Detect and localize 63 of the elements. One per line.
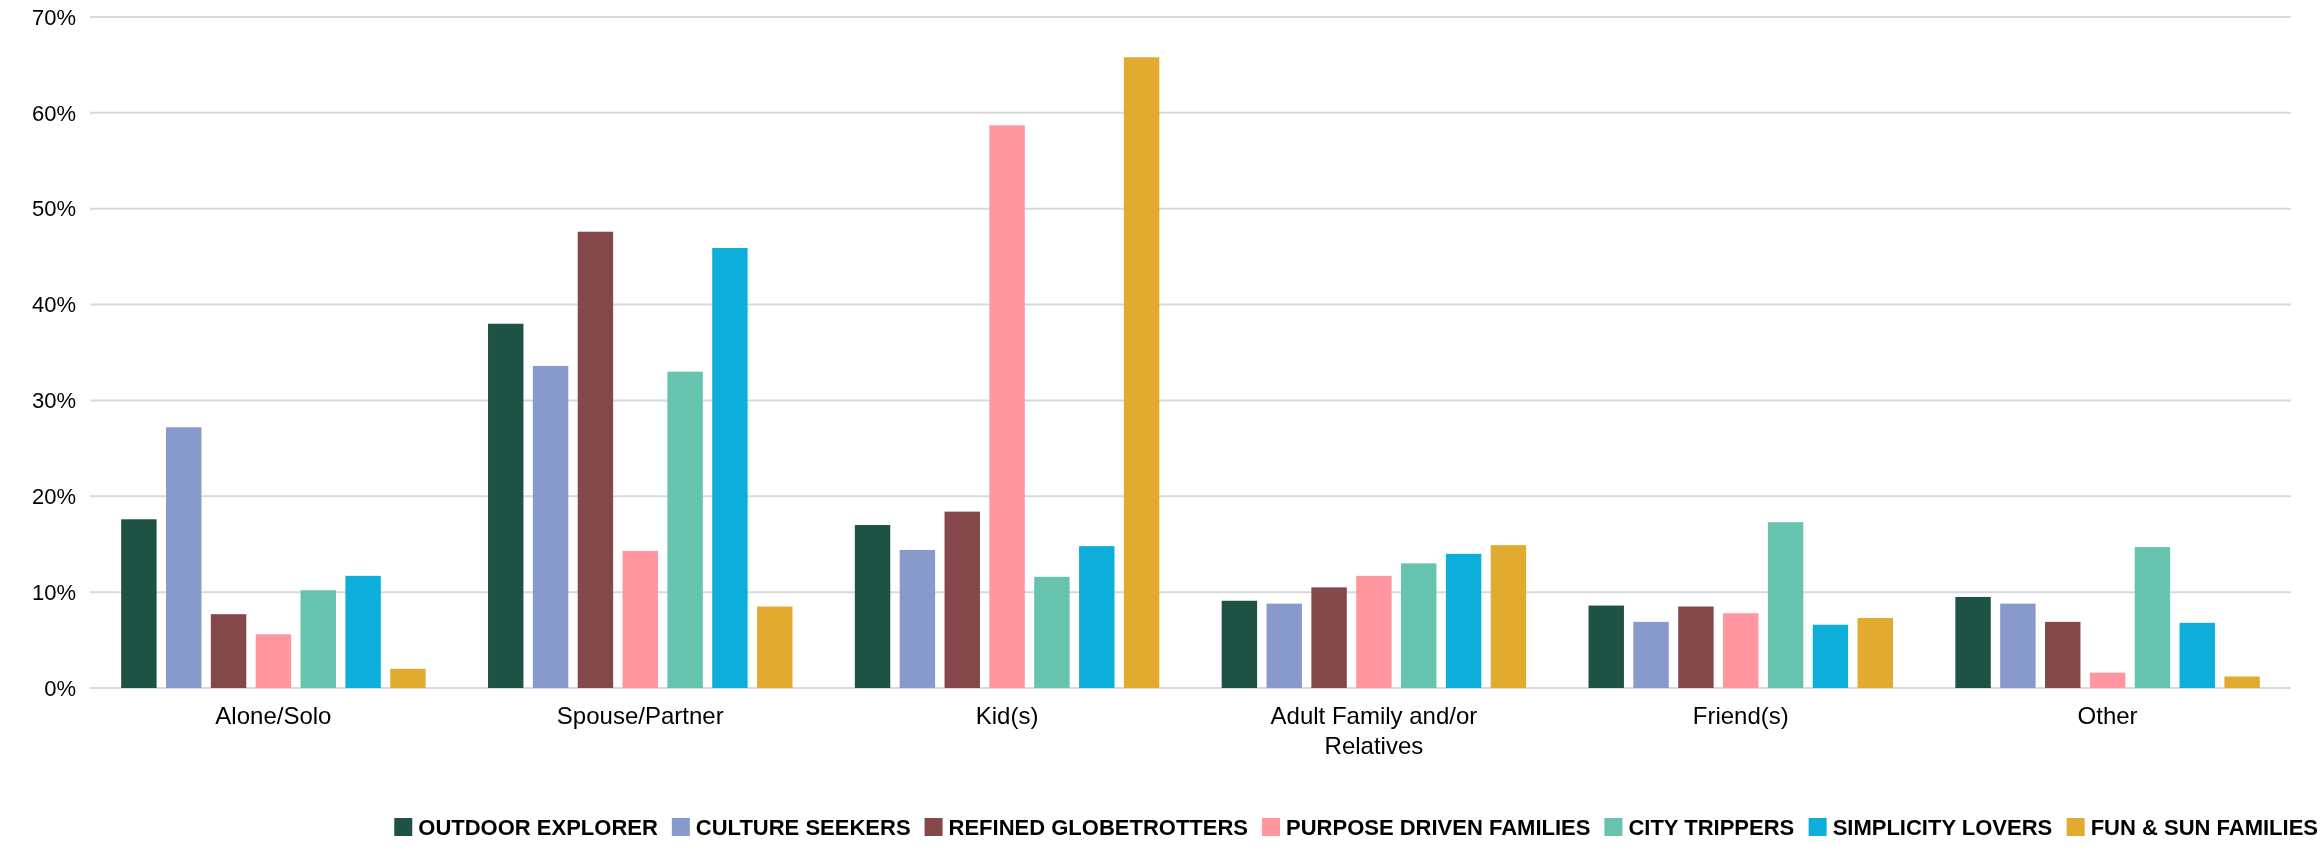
bar: [1445, 553, 1482, 688]
bar: [1034, 576, 1070, 688]
bar: [944, 511, 980, 688]
bar: [1678, 606, 1714, 688]
legend-label: FUN & SUN FAMILIES: [2090, 814, 2319, 840]
y-tick-label: 10%: [31, 579, 76, 605]
bar: [1123, 57, 1160, 688]
bar: [1812, 624, 1849, 688]
bar: [166, 427, 202, 688]
bar: [899, 549, 936, 688]
legend-label: CULTURE SEEKERS: [695, 814, 911, 840]
y-tick-label: 0%: [44, 675, 76, 701]
bar: [210, 614, 247, 688]
bar: [255, 634, 292, 688]
bar: [300, 590, 336, 688]
bar: [121, 519, 157, 688]
bar: [1079, 546, 1115, 688]
bar: [1723, 613, 1759, 688]
bar: [854, 525, 891, 688]
bar: [2224, 676, 2260, 688]
legend-label: CITY TRIPPERS: [1628, 814, 1795, 840]
bar: [622, 550, 658, 688]
x-tick-label: Alone/Solo: [215, 702, 332, 729]
x-tick-label: Other: [2077, 702, 2138, 729]
legend-label: OUTDOOR EXPLORER: [418, 814, 658, 840]
bar: [345, 575, 381, 688]
bar: [532, 365, 569, 688]
y-tick-label: 40%: [31, 292, 76, 318]
bar: [2179, 622, 2215, 688]
bar: [390, 668, 426, 688]
y-tick-label: 60%: [31, 100, 76, 126]
legend-label: REFINED GLOBETROTTERS: [948, 814, 1249, 840]
x-tick-label: Spouse/Partner: [556, 702, 724, 729]
y-tick-label: 70%: [31, 4, 76, 30]
bar: [1955, 596, 1991, 688]
bar: [1266, 603, 1302, 688]
bar: [1588, 605, 1624, 688]
bar: [2134, 547, 2171, 688]
bar: [577, 231, 614, 688]
bar: [1767, 522, 1804, 688]
x-tick-label: Adult Family and/or Relatives: [1270, 702, 1478, 759]
legend-label: SIMPLICITY LOVERS: [1832, 814, 2053, 840]
legend-label: PURPOSE DRIVEN FAMILIES: [1286, 814, 1591, 840]
bar: [667, 371, 703, 688]
bar: [1221, 600, 1258, 688]
x-tick-label: Kid(s): [975, 702, 1039, 729]
x-tick-label: Friend(s): [1692, 702, 1789, 729]
bar: [989, 125, 1025, 688]
bar: [1490, 545, 1527, 688]
bar: [1356, 575, 1392, 688]
bar: [1401, 563, 1437, 688]
y-tick-label: 30%: [31, 388, 76, 414]
bar: [1857, 618, 1893, 688]
bar: [2089, 672, 2126, 688]
bar: [1311, 587, 1347, 688]
bar: [2000, 603, 2036, 688]
y-tick-label: 20%: [31, 483, 76, 509]
bar: [712, 248, 748, 688]
y-tick-label: 50%: [31, 196, 76, 222]
bar: [488, 323, 524, 688]
bar: [1633, 621, 1669, 688]
bar: [2045, 621, 2081, 688]
bar: [757, 606, 793, 688]
